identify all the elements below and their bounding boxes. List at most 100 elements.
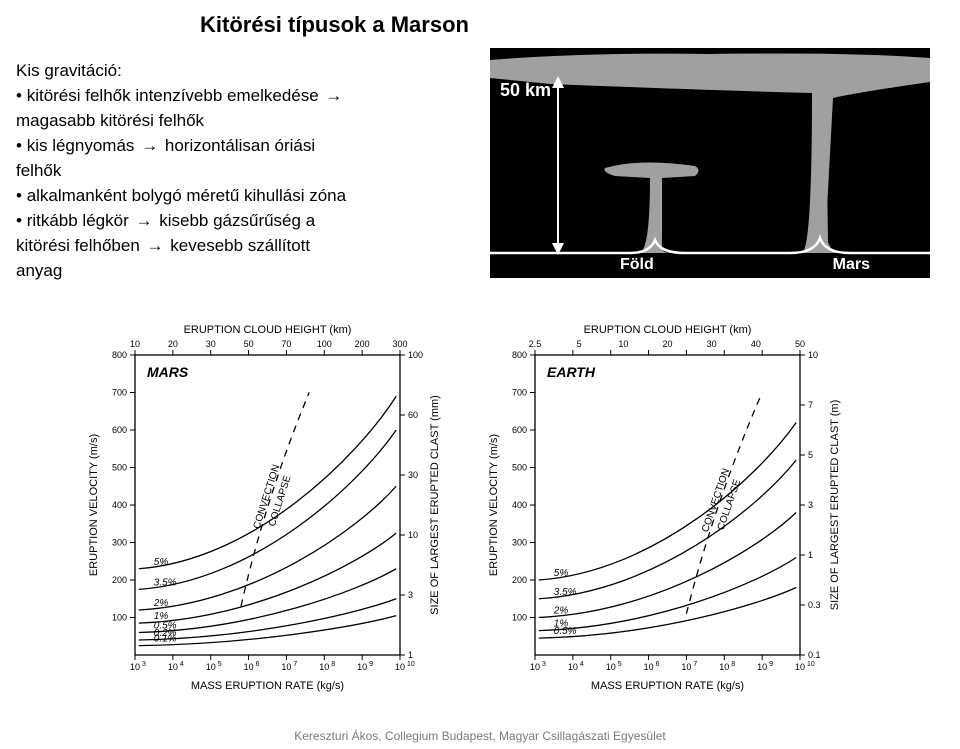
line-4e: anyag — [16, 260, 456, 283]
svg-text:10: 10 — [681, 662, 691, 672]
svg-text:ERUPTION VELOCITY (m/s): ERUPTION VELOCITY (m/s) — [488, 434, 500, 576]
svg-text:3: 3 — [142, 661, 146, 668]
svg-text:50: 50 — [244, 339, 254, 349]
svg-text:SIZE OF LARGEST ERUPTED CLAST: SIZE OF LARGEST ERUPTED CLAST (mm) — [429, 395, 441, 615]
svg-text:100: 100 — [317, 339, 332, 349]
svg-text:20: 20 — [662, 339, 672, 349]
svg-text:0.1: 0.1 — [808, 650, 821, 660]
svg-text:10: 10 — [408, 530, 418, 540]
svg-text:10: 10 — [644, 662, 654, 672]
svg-text:0.3: 0.3 — [808, 600, 821, 610]
svg-text:100: 100 — [512, 613, 527, 623]
svg-text:6: 6 — [656, 661, 660, 668]
svg-text:600: 600 — [112, 425, 127, 435]
svg-text:10: 10 — [168, 662, 178, 672]
label-mars: Mars — [833, 256, 870, 274]
svg-text:5: 5 — [218, 661, 222, 668]
svg-text:300: 300 — [112, 538, 127, 548]
svg-text:10: 10 — [795, 662, 805, 672]
line-4c: kitörési felhőben → kevesebb szállított — [16, 235, 456, 258]
svg-text:30: 30 — [408, 470, 418, 480]
svg-text:5: 5 — [808, 450, 813, 460]
svg-text:1: 1 — [408, 650, 413, 660]
footnote: Kereszturi Ákos, Collegium Budapest, Mag… — [0, 729, 960, 743]
svg-text:10: 10 — [244, 662, 254, 672]
svg-text:50: 50 — [795, 339, 805, 349]
line-1: kitörési felhők intenzívebb emelkedése → — [16, 85, 456, 108]
svg-text:700: 700 — [512, 388, 527, 398]
svg-text:300: 300 — [512, 538, 527, 548]
line-1b: magasabb kitörési felhők — [16, 110, 456, 133]
svg-text:8: 8 — [331, 661, 335, 668]
line-2: kis légnyomás → horizontálisan óriási — [16, 135, 456, 158]
svg-text:4: 4 — [180, 661, 184, 668]
eruption-silhouette-diagram: 50 km Föld Mars — [490, 48, 930, 278]
svg-text:10: 10 — [319, 662, 329, 672]
svg-text:7: 7 — [808, 400, 813, 410]
svg-text:ERUPTION VELOCITY (m/s): ERUPTION VELOCITY (m/s) — [88, 434, 100, 576]
svg-text:2.5: 2.5 — [529, 339, 542, 349]
svg-text:6: 6 — [256, 661, 260, 668]
svg-text:9: 9 — [769, 661, 773, 668]
svg-text:3: 3 — [542, 661, 546, 668]
line-2c: felhők — [16, 160, 456, 183]
svg-text:10: 10 — [807, 661, 815, 668]
svg-text:200: 200 — [355, 339, 370, 349]
svg-text:5: 5 — [577, 339, 582, 349]
svg-text:ERUPTION CLOUD HEIGHT (km): ERUPTION CLOUD HEIGHT (km) — [584, 324, 752, 336]
earth-cloud-shape — [604, 162, 698, 253]
eruption-charts: 1031041051061071081091010102030507010020… — [80, 310, 880, 700]
svg-text:70: 70 — [281, 339, 291, 349]
svg-text:10: 10 — [719, 662, 729, 672]
mars-column — [802, 93, 840, 253]
svg-text:10: 10 — [130, 339, 140, 349]
svg-text:40: 40 — [751, 339, 761, 349]
svg-text:7: 7 — [293, 661, 297, 668]
svg-text:1: 1 — [808, 550, 813, 560]
svg-text:30: 30 — [707, 339, 717, 349]
svg-text:2%: 2% — [153, 598, 169, 609]
svg-text:7: 7 — [693, 661, 697, 668]
svg-text:MASS ERUPTION RATE (kg/s): MASS ERUPTION RATE (kg/s) — [191, 680, 344, 692]
svg-text:400: 400 — [512, 500, 527, 510]
svg-text:3: 3 — [808, 500, 813, 510]
svg-text:0.1%: 0.1% — [154, 634, 177, 645]
svg-text:2%: 2% — [553, 606, 569, 617]
svg-text:10: 10 — [618, 339, 628, 349]
svg-text:500: 500 — [512, 463, 527, 473]
svg-text:3.5%: 3.5% — [554, 587, 577, 598]
line-3: alkalmanként bolygó méretű kihullási zón… — [16, 185, 456, 208]
svg-text:500: 500 — [112, 463, 127, 473]
line-4: ritkább légkör → kisebb gázsűrűség a — [16, 210, 456, 233]
svg-text:600: 600 — [512, 425, 527, 435]
svg-text:EARTH: EARTH — [547, 364, 596, 380]
line-0: Kis gravitáció: — [16, 60, 456, 83]
svg-text:30: 30 — [206, 339, 216, 349]
svg-text:5%: 5% — [154, 557, 169, 568]
svg-text:10: 10 — [357, 662, 367, 672]
svg-text:100: 100 — [112, 613, 127, 623]
svg-text:5: 5 — [618, 661, 622, 668]
svg-text:10: 10 — [130, 662, 140, 672]
svg-text:10: 10 — [206, 662, 216, 672]
svg-text:200: 200 — [512, 575, 527, 585]
label-50km: 50 km — [500, 80, 551, 101]
svg-text:300: 300 — [392, 339, 407, 349]
svg-text:8: 8 — [731, 661, 735, 668]
svg-text:10: 10 — [395, 662, 405, 672]
svg-text:10: 10 — [808, 350, 818, 360]
svg-text:60: 60 — [408, 410, 418, 420]
svg-text:MASS ERUPTION RATE (kg/s): MASS ERUPTION RATE (kg/s) — [591, 680, 744, 692]
svg-text:10: 10 — [530, 662, 540, 672]
svg-text:3.5%: 3.5% — [154, 577, 177, 588]
svg-text:MARS: MARS — [147, 364, 189, 380]
svg-text:ERUPTION CLOUD HEIGHT (km): ERUPTION CLOUD HEIGHT (km) — [184, 324, 352, 336]
svg-text:4: 4 — [580, 661, 584, 668]
label-fold: Föld — [620, 256, 654, 274]
svg-text:400: 400 — [112, 500, 127, 510]
svg-text:5%: 5% — [554, 568, 569, 579]
svg-text:10: 10 — [407, 661, 415, 668]
text-block: Kis gravitáció: kitörési felhők intenzív… — [16, 60, 456, 284]
svg-text:800: 800 — [512, 350, 527, 360]
svg-text:10: 10 — [606, 662, 616, 672]
